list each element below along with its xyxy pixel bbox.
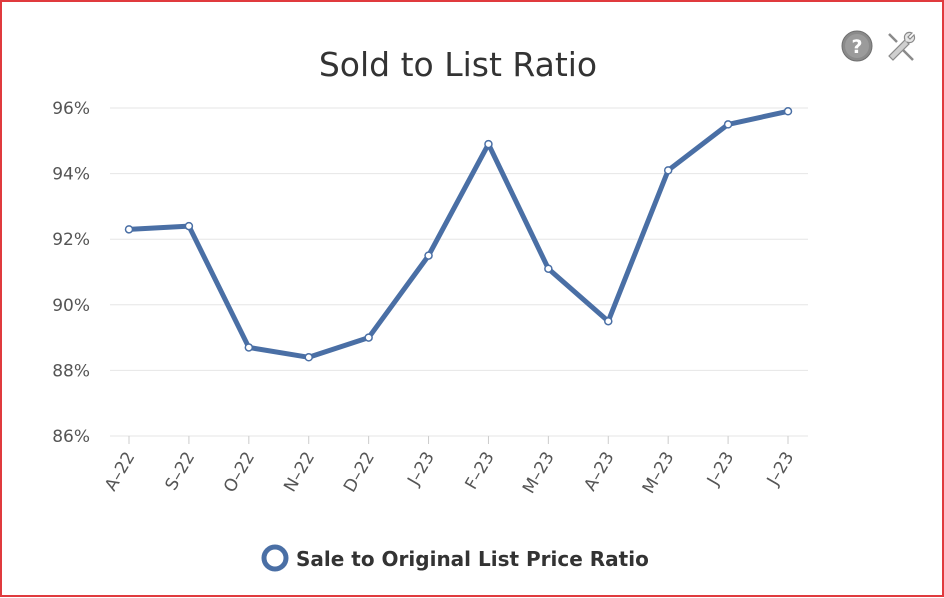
data-point[interactable] [304,353,313,362]
x-axis-labels: A–22 S–22 O–22 N–22 D–22 J–23 F–23 M–23 A–23 M–23… [101,436,798,497]
x-tick-label: M–23 [639,449,679,498]
x-tick-label: S–22 [161,449,199,494]
chart-title: Sold to List Ratio [319,45,597,84]
data-point[interactable] [663,166,673,175]
series-line [126,108,791,360]
data-point[interactable] [723,120,733,129]
legend-label: Sale to Original List Price Ratio [296,547,649,571]
gridlines [110,107,808,437]
data-point[interactable] [184,221,194,231]
help-icon[interactable]: ? [841,30,873,62]
data-point[interactable] [484,139,493,149]
data-point[interactable] [364,333,373,342]
x-tick-label: D–22 [340,449,379,496]
y-axis-labels: 96% 94% 92% 90% 88% 86% [52,99,90,447]
y-tick-label: 96% [52,99,90,119]
legend[interactable]: Sale to Original List Price Ratio [261,544,649,572]
y-tick-label: 86% [52,427,90,447]
y-tick-label: 88% [52,361,90,381]
x-tick-label: O–22 [220,449,259,497]
y-tick-label: 92% [52,230,90,250]
x-tick-label: J–23 [703,449,738,490]
data-point[interactable] [544,264,553,273]
x-tick-label: A–22 [101,449,139,495]
data-point[interactable] [424,251,433,260]
data-point[interactable] [604,316,613,326]
tools-icon[interactable] [887,31,916,61]
legend-marker [261,544,289,572]
y-tick-label: 94% [52,165,90,185]
x-tick-label: A–23 [580,449,618,495]
series-layer [124,107,793,362]
y-tick-label: 90% [52,296,90,316]
data-point[interactable] [244,343,254,352]
help-icon-glyph: ? [851,36,862,58]
x-tick-label: J–23 [763,449,798,490]
data-point[interactable] [783,107,793,116]
x-tick-label: N–22 [280,449,319,496]
x-tick-label: J–23 [403,449,438,490]
x-tick-label: F–23 [462,449,499,494]
x-tick-label: M–23 [519,449,559,498]
data-point[interactable] [124,225,134,234]
